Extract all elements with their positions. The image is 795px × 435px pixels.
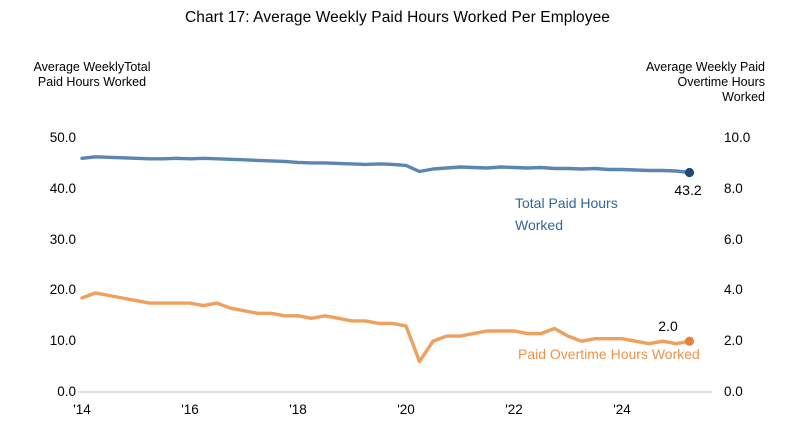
x-axis-tick-label: '14: [73, 402, 91, 417]
right-axis-tick-label: 10.0: [724, 130, 751, 145]
right-axis-title-line3: Worked: [722, 90, 765, 104]
left-axis-title-line1: Average WeeklyTotal: [33, 60, 151, 74]
left-axis-tick-label: 20.0: [49, 282, 76, 298]
right-axis-tick-label: 8.0: [724, 180, 743, 196]
series-label-total-line1: Total Paid Hours: [515, 195, 618, 211]
series-label-total-line2: Worked: [515, 217, 563, 233]
right-axis-tick-label: 4.0: [724, 282, 743, 298]
series-label-total: Total Paid Hours Worked: [515, 192, 618, 236]
series-endpoint-total: [684, 167, 695, 178]
right-axis-title: Average Weekly Paid Overtime Hours Worke…: [595, 60, 765, 105]
left-axis-tick-label: 40.0: [49, 180, 76, 196]
x-axis-tick-label: '24: [613, 402, 631, 417]
x-axis-tick-label: '20: [397, 402, 415, 417]
left-axis-title-line2: Paid Hours Worked: [37, 75, 147, 89]
right-axis-tick-label: 2.0: [724, 333, 743, 349]
right-axis-title-line1: Average Weekly Paid: [645, 60, 765, 74]
x-axis-tick-label: '22: [505, 402, 523, 417]
series-endpoint-overtime: [684, 336, 695, 346]
end-value-label-overtime: 2.0: [658, 318, 678, 334]
right-axis-tick-label: 0.0: [724, 384, 743, 399]
chart-title: Chart 17: Average Weekly Paid Hours Work…: [184, 9, 611, 26]
series-line-total: [80, 155, 692, 175]
left-axis-title: Average WeeklyTotal Paid Hours Worked: [12, 60, 172, 90]
right-axis-tick-label: 6.0: [724, 231, 743, 247]
left-axis-tick-label: 50.0: [49, 130, 76, 145]
series-line-overtime: [80, 291, 692, 364]
end-value-label-total: 43.2: [674, 182, 702, 198]
series-label-overtime: Paid Overtime Hours Worked: [518, 346, 700, 362]
left-axis-tick-label: 30.0: [49, 231, 76, 247]
left-axis-tick-label: 0.0: [57, 384, 76, 399]
x-axis-tick-label: '18: [289, 402, 307, 417]
x-axis-tick-label: '16: [181, 402, 199, 417]
left-axis-tick-label: 10.0: [49, 333, 76, 349]
right-axis-title-line2: Overtime Hours: [677, 75, 765, 89]
